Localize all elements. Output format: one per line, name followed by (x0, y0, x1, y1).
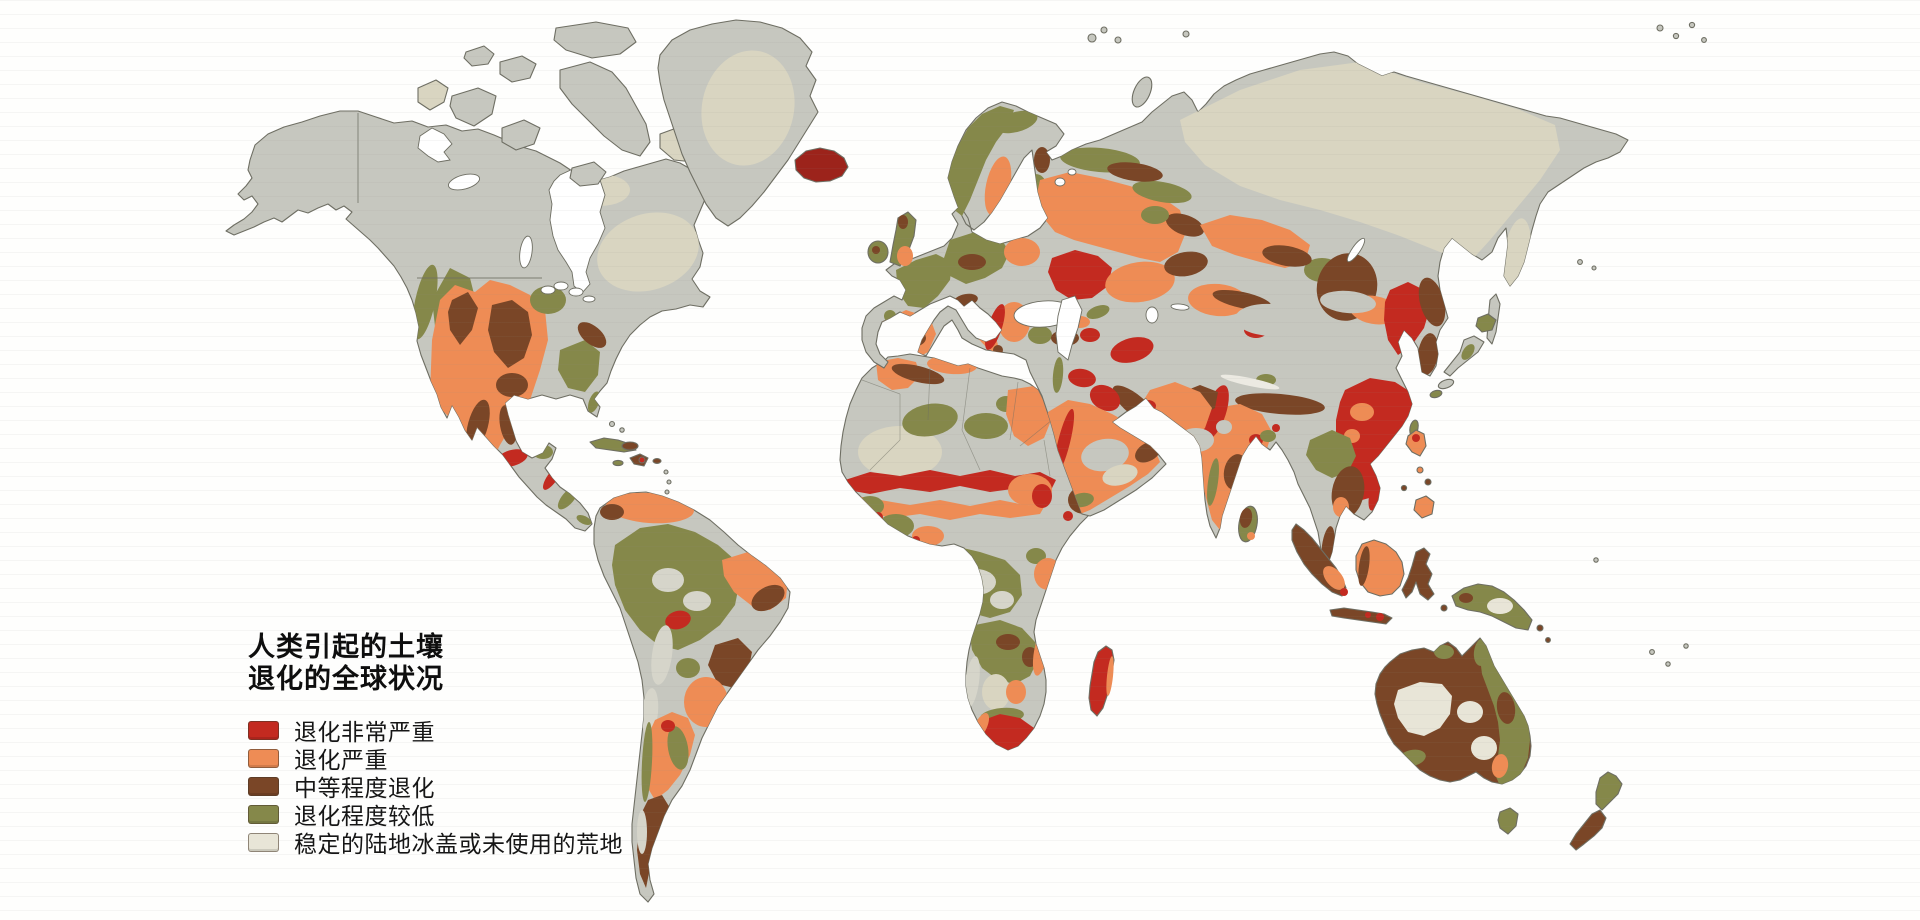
region-greenland (657, 19, 819, 227)
region-tasmania (1497, 807, 1519, 835)
legend-item-severe: 退化严重 (248, 744, 623, 774)
region-small-islands (1087, 21, 1707, 667)
region-caribbean (589, 420, 672, 495)
legend-list: 退化非常严重 退化严重 中等程度退化 退化程度较低 稳定的陆地冰盖或未使用的荒地 (248, 716, 623, 858)
region-madagascar (1088, 645, 1115, 717)
legend: 人类引起的土壤 退化的全球状况 退化非常严重 退化严重 中等程度退化 退化程度较… (248, 632, 623, 858)
legend-item-very-severe: 退化非常严重 (248, 716, 623, 746)
legend-swatch-stable (248, 832, 279, 852)
legend-item-low: 退化程度较低 (248, 800, 623, 830)
region-iceland (794, 147, 849, 183)
legend-title-line1: 人类引起的土壤 (248, 632, 444, 663)
legend-label-severe: 退化严重 (294, 748, 388, 774)
region-southeast-asia-islands (1291, 429, 1551, 643)
legend-swatch-severe (248, 748, 279, 768)
legend-item-stable: 稳定的陆地冰盖或未使用的荒地 (248, 828, 623, 858)
legend-label-very-severe: 退化非常严重 (294, 720, 435, 746)
legend-swatch-very-severe (248, 720, 279, 740)
legend-title: 人类引起的土壤 退化的全球状况 (248, 632, 623, 696)
region-arctic-islands (417, 21, 733, 187)
legend-swatch-low (248, 804, 279, 824)
legend-label-moderate: 中等程度退化 (294, 776, 435, 802)
legend-title-line2: 退化的全球状况 (248, 664, 444, 695)
region-new-zealand (1569, 771, 1623, 851)
region-british-isles (867, 211, 917, 267)
legend-swatch-moderate (248, 776, 279, 796)
legend-label-low: 退化程度较低 (294, 804, 435, 830)
region-australia (1374, 637, 1532, 835)
region-eurasia (861, 51, 1629, 565)
legend-label-stable: 稳定的陆地冰盖或未使用的荒地 (294, 832, 623, 858)
region-north-america (225, 110, 711, 532)
legend-item-moderate: 中等程度退化 (248, 772, 623, 802)
region-south-america (593, 491, 791, 903)
